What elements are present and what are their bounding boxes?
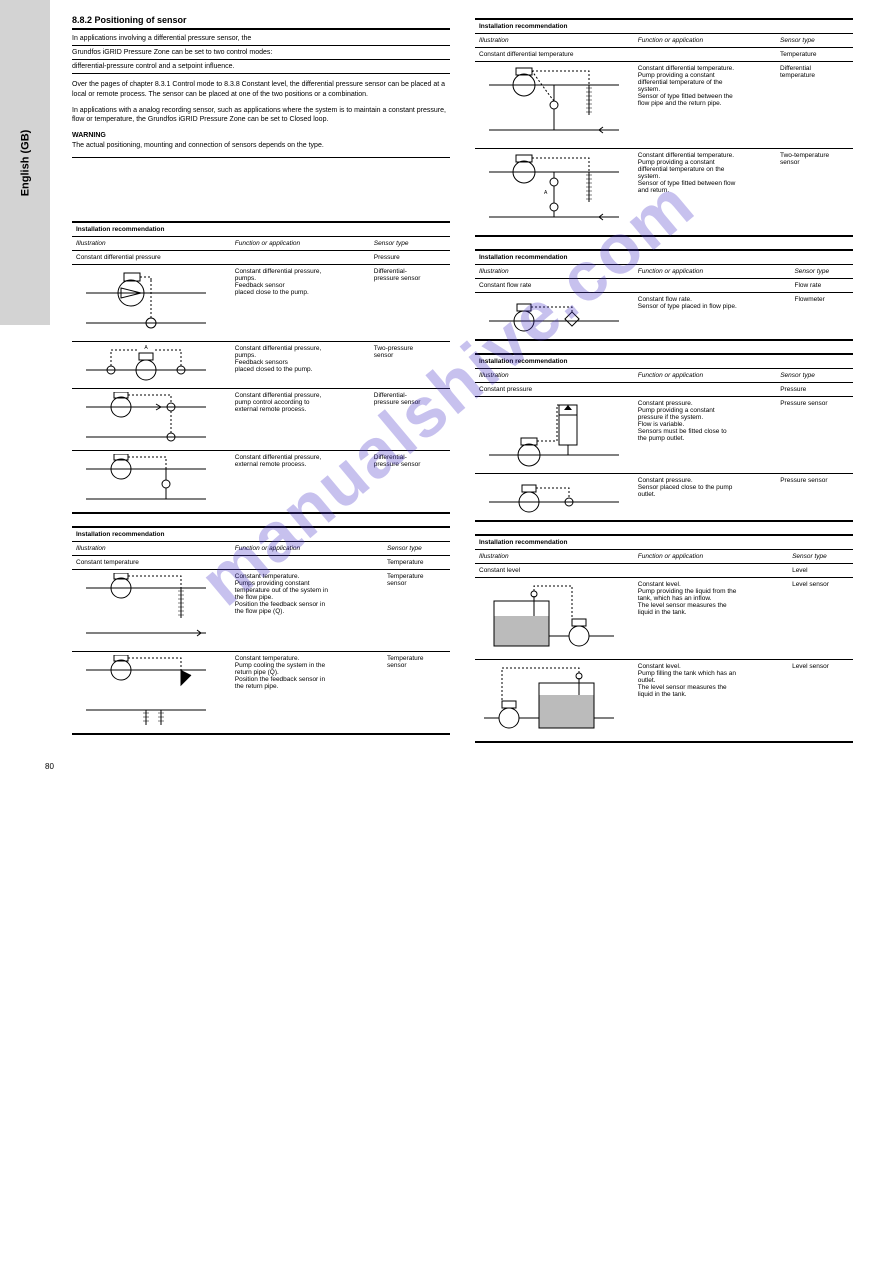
cat-label: Constant pressure [475, 383, 634, 397]
table-title: Installation recommendation [72, 527, 383, 542]
col-hdr: Function or application [634, 34, 776, 48]
intro-line-1: In applications involving a differential… [72, 32, 450, 46]
sensor-cell: Pressure sensor [776, 474, 853, 522]
cat-label: Constant differential temperature [475, 48, 634, 62]
sensor-cell: Differential- pressure sensor [370, 388, 450, 450]
func-cell: Constant differential pressure, pump con… [231, 388, 370, 450]
pump-diagram-icon: A [76, 345, 216, 385]
right-column: Installation recommendation Illustration… [475, 15, 853, 743]
sensor-cell: Temperature sensor [383, 651, 450, 734]
func-cell: Constant flow rate. Sensor of type place… [634, 293, 791, 341]
intro-line-2: Grundfos iGRID Pressure Zone can be set … [72, 46, 450, 60]
sensor-cell: Flowmeter [790, 293, 853, 341]
col-hdr: Function or application [634, 265, 791, 279]
table-title: Installation recommendation [475, 19, 776, 34]
install-table-1: Installation recommendation Illustration… [72, 221, 450, 514]
col-hdr: Illustration [475, 369, 634, 383]
func-cell: Constant differential temperature. Pump … [634, 149, 776, 237]
func-cell: Constant differential pressure, external… [231, 450, 370, 513]
func-cell: Constant differential temperature. Pump … [634, 62, 776, 149]
warning-label: WARNING [72, 132, 106, 139]
warning-text: The actual positioning, mounting and con… [72, 142, 324, 149]
col-hdr: Illustration [475, 34, 634, 48]
pump-diagram-icon [76, 454, 216, 509]
cat-desc: Temperature [776, 48, 853, 62]
warning-block: WARNING The actual positioning, mounting… [72, 131, 450, 158]
col-hdr: Function or application [231, 236, 370, 250]
col-hdr: Sensor type [776, 369, 853, 383]
install-table-4: Installation recommendation Illustration… [475, 249, 853, 341]
section-title: 8.8.2 Positioning of sensor [72, 15, 450, 30]
col-hdr: Sensor type [788, 550, 853, 564]
cat-label: Constant flow rate [475, 279, 634, 293]
col-hdr: Illustration [72, 541, 231, 555]
level-diagram-icon [479, 581, 629, 656]
col-hdr: Function or application [634, 369, 776, 383]
intro-para-1: Over the pages of chapter 8.3.1 Control … [72, 80, 450, 100]
sensor-cell: Differential- pressure sensor [370, 264, 450, 341]
col-hdr: Illustration [72, 236, 231, 250]
cat-label: Constant level [475, 564, 634, 578]
flow-diagram-icon [479, 296, 629, 336]
install-table-6: Installation recommendation Illustration… [475, 534, 853, 743]
svg-text:A: A [144, 345, 148, 351]
col-hdr: Illustration [475, 550, 634, 564]
col-hdr: Sensor type [383, 541, 450, 555]
language-sidebar: English (GB) [0, 0, 50, 325]
func-cell: Constant level. Pump filling the tank wh… [634, 660, 788, 743]
col-hdr: Sensor type [370, 236, 450, 250]
install-table-2: Installation recommendation Illustration… [72, 526, 450, 735]
intro-para-2: In applications with a analog recording … [72, 106, 450, 126]
cat-desc: Temperature [383, 555, 450, 569]
table-title: Installation recommendation [475, 250, 790, 265]
table-title: Installation recommendation [475, 354, 776, 369]
sensor-cell: Two-temperature sensor [776, 149, 853, 237]
sensor-cell: Two-pressure sensor [370, 341, 450, 388]
cat-desc: Flow rate [790, 279, 853, 293]
page-number: 80 [45, 762, 54, 771]
svg-text:A: A [544, 190, 548, 196]
install-table-5: Installation recommendation Illustration… [475, 353, 853, 522]
install-table-3: Installation recommendation Illustration… [475, 18, 853, 237]
func-cell: Constant temperature. Pump cooling the s… [231, 651, 383, 734]
table-title: Installation recommendation [72, 222, 370, 237]
cat-label: Constant temperature [72, 555, 231, 569]
intro-line-3: differential-pressure control and a setp… [72, 60, 450, 74]
func-cell: Constant differential pressure, pumps. F… [231, 341, 370, 388]
diff-temp-diagram-icon [479, 65, 629, 145]
sensor-cell: Temperature sensor [383, 569, 450, 651]
sensor-cell: Differential temperature [776, 62, 853, 149]
sensor-cell: Level sensor [788, 578, 853, 660]
pressure-diagram-icon [479, 400, 629, 470]
func-cell: Constant level. Pump providing the liqui… [634, 578, 788, 660]
cat-desc: Level [788, 564, 853, 578]
col-hdr: Function or application [231, 541, 383, 555]
col-hdr: Illustration [475, 265, 634, 279]
sensor-cell: Pressure sensor [776, 397, 853, 474]
pressure-diagram-icon [479, 477, 629, 517]
func-cell: Constant differential pressure, pumps. F… [231, 264, 370, 341]
pump-diagram-icon [76, 392, 216, 447]
func-cell: Constant temperature. Pumps providing co… [231, 569, 383, 651]
level-diagram-icon [479, 663, 629, 738]
temp-diagram-icon [76, 655, 216, 730]
sensor-cell: Differential- pressure sensor [370, 450, 450, 513]
table-title: Installation recommendation [475, 535, 788, 550]
language-label: English (GB) [19, 129, 31, 196]
col-hdr: Sensor type [776, 34, 853, 48]
cat-desc: Pressure [776, 383, 853, 397]
col-hdr: Function or application [634, 550, 788, 564]
cat-label: Constant differential pressure [72, 250, 231, 264]
temp-diagram-icon [76, 573, 216, 648]
diff-temp-diagram-icon: A [479, 152, 629, 232]
left-column: 8.8.2 Positioning of sensor In applicati… [72, 15, 450, 743]
func-cell: Constant pressure. Sensor placed close t… [634, 474, 776, 522]
func-cell: Constant pressure. Pump providing a cons… [634, 397, 776, 474]
sensor-cell: Level sensor [788, 660, 853, 743]
col-hdr: Sensor type [790, 265, 853, 279]
cat-desc: Pressure [370, 250, 450, 264]
pump-diagram-icon [76, 268, 216, 338]
